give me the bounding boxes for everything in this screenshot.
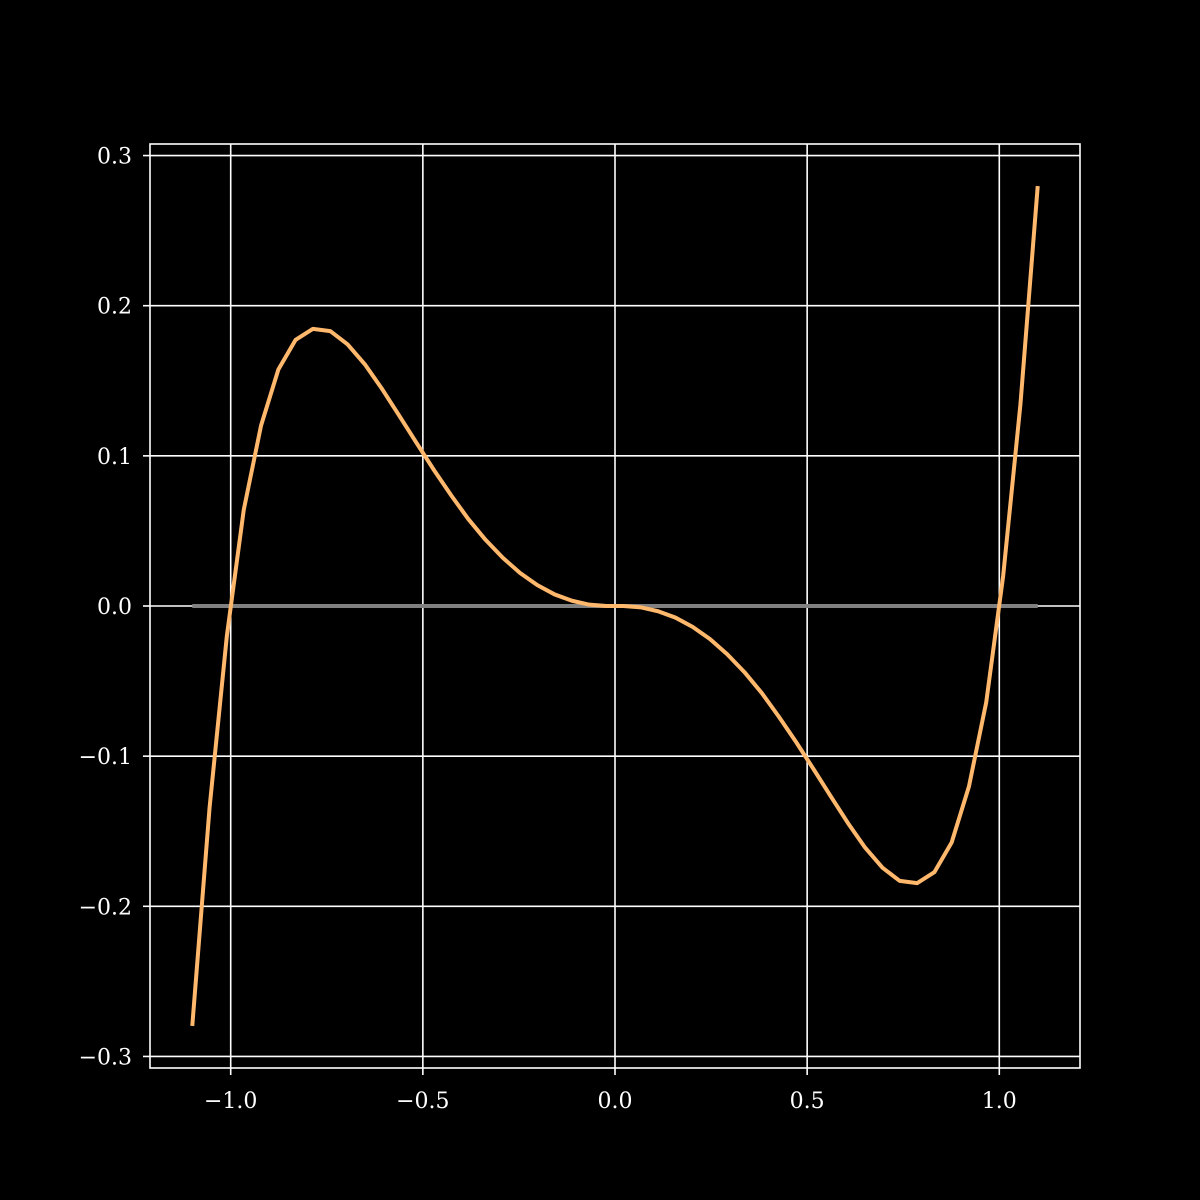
y-tick-label: −0.2 xyxy=(79,895,132,920)
y-tick-label: 0.1 xyxy=(97,445,132,470)
y-tick-label: 0.2 xyxy=(97,295,132,320)
series-line-curve xyxy=(190,185,1040,1027)
y-tick-label: −0.3 xyxy=(79,1045,132,1070)
x-tick-label: 0.0 xyxy=(598,1089,633,1114)
y-tick-label: −0.1 xyxy=(79,745,132,770)
ticks: −1.0 −0.5 0.0 0.5 1.0 0.3 0.2 0.1 0.0 −0.1 −0.2 −0.… xyxy=(79,145,1017,1114)
series-layer xyxy=(190,185,1040,1027)
x-tick-label: −0.5 xyxy=(396,1089,449,1114)
y-tick-label: 0.3 xyxy=(97,145,132,170)
x-tick-label: 1.0 xyxy=(982,1089,1017,1114)
x-tick-label: 0.5 xyxy=(790,1089,825,1114)
grid xyxy=(150,144,1080,1068)
x-tick-label: −1.0 xyxy=(204,1089,257,1114)
y-tick-label: 0.0 xyxy=(97,595,132,620)
